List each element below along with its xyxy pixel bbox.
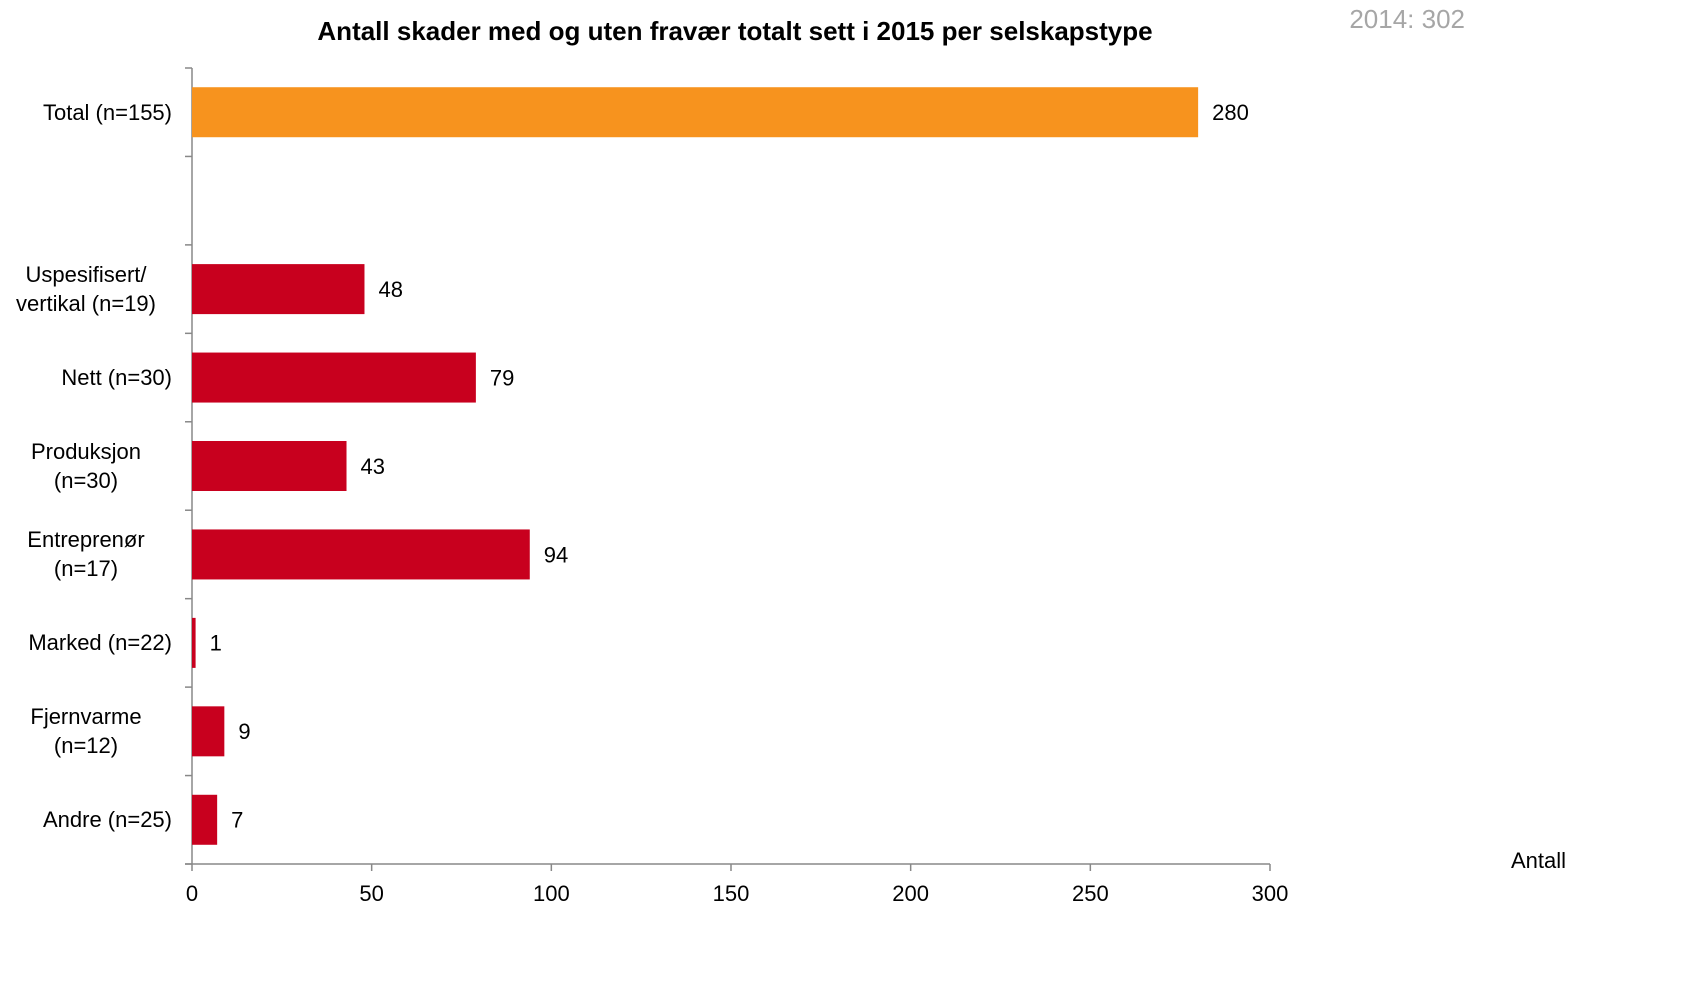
y-tick-label: Marked (n=22) — [28, 630, 172, 656]
chart-title: Antall skader med og uten fravær totalt … — [317, 16, 1152, 46]
y-tick-label: Uspesifisert/ vertikal (n=19) — [15, 262, 156, 317]
y-tick-label-box: Produksjon (n=30) — [0, 422, 172, 510]
x-axis-label: Antall — [1511, 848, 1566, 873]
y-tick-label-box: Uspesifisert/ vertikal (n=19) — [0, 245, 172, 333]
x-tick-label: 250 — [1072, 881, 1109, 906]
bar — [192, 794, 218, 845]
y-tick-label-box: Marked (n=22) — [0, 599, 172, 687]
y-tick-label: Total (n=155) — [42, 99, 172, 125]
bar — [192, 441, 347, 491]
annotation: 2014: 302 — [1349, 4, 1465, 34]
y-tick-label-box: Fjernvarme (n=12) — [0, 687, 172, 775]
y-tick-label-box: Andre (n=25) — [0, 776, 172, 864]
y-tick-label: Nett (n=30) — [61, 365, 172, 391]
y-tick-label: Entreprenør (n=17) — [27, 527, 145, 582]
y-tick-label: Produksjon (n=30) — [30, 438, 142, 493]
bar — [192, 706, 225, 757]
value-label: 280 — [1212, 100, 1249, 125]
value-label: 48 — [378, 277, 402, 302]
x-tick-label: 150 — [713, 881, 750, 906]
y-tick-label-box: Total (n=155) — [0, 68, 172, 156]
y-tick-label: Fjernvarme (n=12) — [30, 704, 142, 759]
bar — [192, 352, 476, 403]
x-tick-label: 0 — [186, 881, 198, 906]
bar — [192, 87, 1199, 138]
x-tick-label: 200 — [892, 881, 929, 906]
y-tick-label-box: Entreprenør (n=17) — [0, 510, 172, 598]
value-label: 94 — [544, 542, 568, 567]
y-tick-label-box: Nett (n=30) — [0, 333, 172, 421]
y-tick-label: Andre (n=25) — [42, 807, 172, 833]
bar — [192, 529, 530, 580]
value-label: 9 — [238, 719, 250, 744]
bar — [192, 617, 196, 668]
x-tick-label: 50 — [359, 881, 383, 906]
bar — [192, 264, 365, 315]
x-tick-label: 100 — [533, 881, 570, 906]
value-label: 1 — [210, 631, 222, 656]
value-label: 79 — [490, 365, 514, 390]
x-tick-label: 300 — [1252, 881, 1289, 906]
value-label: 43 — [361, 454, 385, 479]
value-label: 7 — [231, 808, 243, 833]
